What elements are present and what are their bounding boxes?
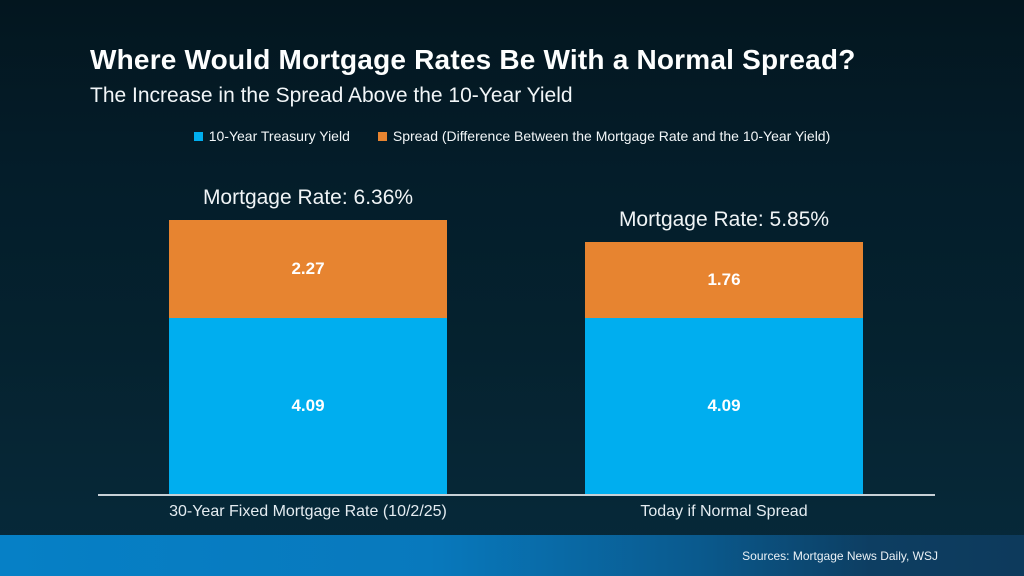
bar-segment-spread: 2.27 (169, 220, 447, 318)
sources-text: Sources: Mortgage News Daily, WSJ (742, 548, 938, 563)
bar-segment-spread: 1.76 (585, 242, 863, 318)
legend-swatch-orange-icon (377, 131, 387, 141)
legend-swatch-blue-icon (193, 131, 203, 141)
legend: 10-Year Treasury Yield Spread (Differenc… (0, 128, 1024, 144)
chart-title: Where Would Mortgage Rates Be With a Nor… (90, 44, 856, 75)
x-axis-line (98, 494, 935, 496)
bar-segment-treasury-yield: 4.09 (585, 318, 863, 494)
bar-value-label: 1.76 (707, 270, 741, 289)
bar-value-label: 4.09 (291, 396, 325, 415)
x-axis-category-label: 30-Year Fixed Mortgage Rate (10/2/25) (169, 503, 447, 520)
chart-subtitle: The Increase in the Spread Above the 10-… (90, 84, 573, 107)
mortgage-rate-label: Mortgage Rate: 5.85% (618, 208, 830, 231)
bar-value-label: 2.27 (291, 259, 325, 278)
legend-item-treasury-yield: 10-Year Treasury Yield (193, 128, 350, 144)
bar-value-label: 4.09 (707, 396, 741, 415)
legend-item-spread: Spread (Difference Between the Mortgage … (377, 128, 831, 144)
footer-bar: Sources: Mortgage News Daily, WSJ (0, 535, 1024, 576)
mortgage-rate-label: Mortgage Rate: 6.36% (202, 186, 414, 209)
x-axis-category-label: Today if Normal Spread (640, 503, 808, 520)
legend-label-spread: Spread (Difference Between the Mortgage … (392, 128, 831, 144)
bar-segment-treasury-yield: 4.09 (169, 318, 447, 494)
legend-label-treasury-yield: 10-Year Treasury Yield (208, 128, 350, 144)
